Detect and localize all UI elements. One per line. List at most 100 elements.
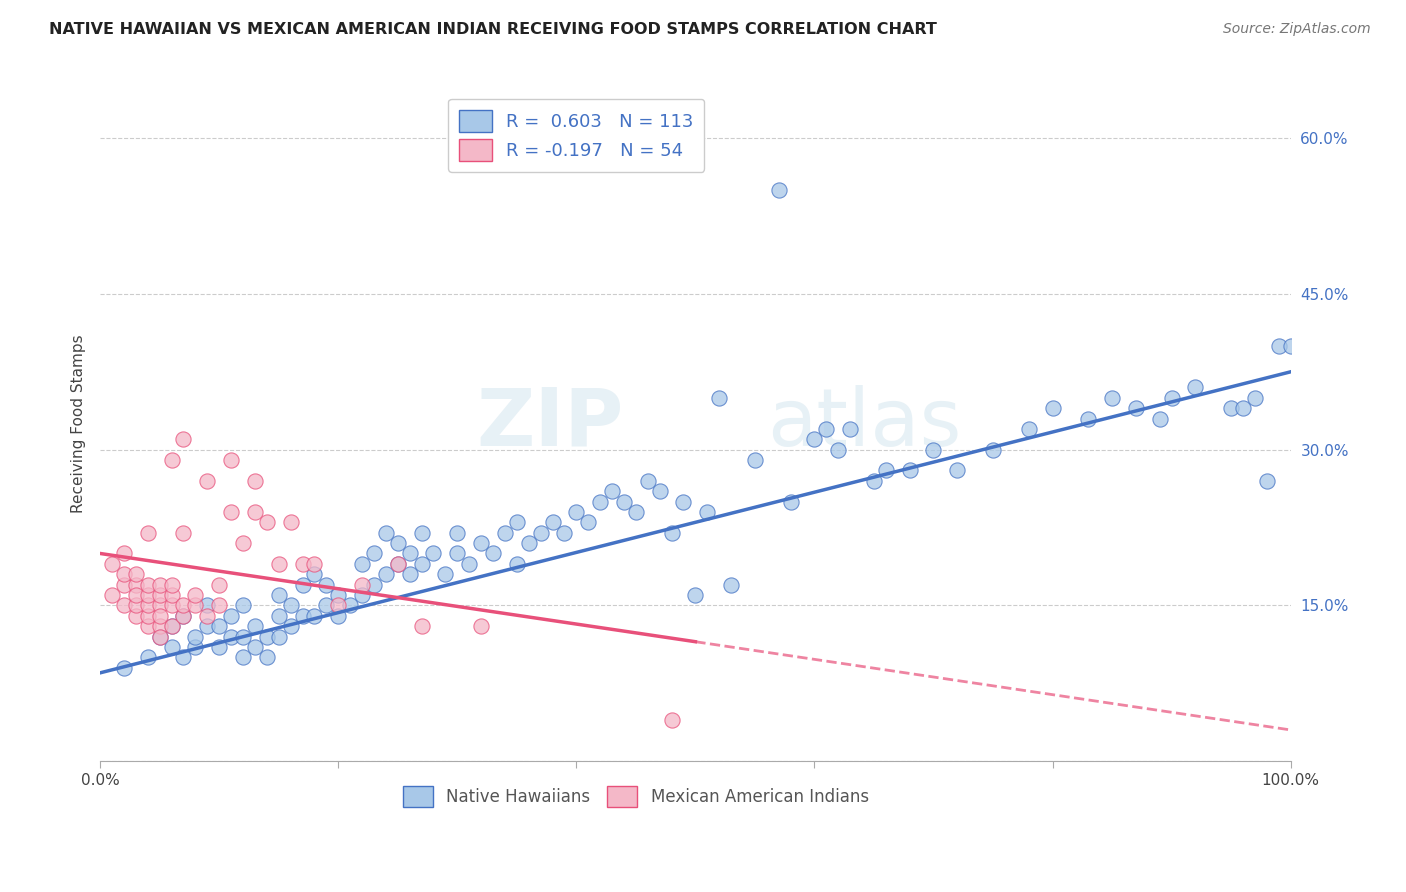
Point [768,183,790,197]
Point [149,588,172,602]
Point [136,588,159,602]
Point [280,619,302,633]
Point [315,577,337,591]
Point [195,608,218,623]
Point [363,546,385,560]
Point [243,505,266,519]
Point [411,619,433,633]
Point [565,505,588,519]
Point [160,577,183,591]
Point [136,577,159,591]
Point [232,599,254,613]
Point [374,567,396,582]
Point [981,442,1004,457]
Point [243,640,266,654]
Point [208,640,231,654]
Point [149,577,172,591]
Point [328,588,350,602]
Point [172,525,194,540]
Point [267,608,290,623]
Point [112,567,135,582]
Point [328,608,350,623]
Point [267,630,290,644]
Point [208,619,231,633]
Point [136,525,159,540]
Point [101,588,124,602]
Point [350,557,373,571]
Point [506,516,529,530]
Point [291,557,314,571]
Point [827,442,849,457]
Point [243,474,266,488]
Point [195,619,218,633]
Point [1160,391,1182,405]
Point [779,494,801,508]
Point [863,474,886,488]
Point [470,619,492,633]
Point [256,650,278,665]
Point [160,588,183,602]
Point [661,713,683,727]
Point [208,577,231,591]
Point [648,484,671,499]
Point [267,588,290,602]
Point [172,650,194,665]
Point [172,432,194,446]
Point [494,525,516,540]
Point [172,608,194,623]
Point [350,577,373,591]
Point [576,516,599,530]
Point [256,630,278,644]
Point [589,494,612,508]
Text: NATIVE HAWAIIAN VS MEXICAN AMERICAN INDIAN RECEIVING FOOD STAMPS CORRELATION CHA: NATIVE HAWAIIAN VS MEXICAN AMERICAN INDI… [49,22,936,37]
Point [624,505,647,519]
Point [315,599,337,613]
Text: atlas: atlas [766,384,962,463]
Y-axis label: Receiving Food Stamps: Receiving Food Stamps [72,334,86,513]
Point [672,494,695,508]
Point [136,650,159,665]
Point [446,546,468,560]
Point [637,474,659,488]
Point [149,608,172,623]
Point [898,463,921,477]
Point [506,557,529,571]
Point [219,453,242,467]
Point [685,588,707,602]
Point [553,525,575,540]
Point [922,442,945,457]
Point [1244,391,1267,405]
Point [136,599,159,613]
Point [125,608,148,623]
Point [709,391,731,405]
Point [411,525,433,540]
Point [411,557,433,571]
Point [374,525,396,540]
Point [136,608,159,623]
Point [529,525,551,540]
Point [1149,411,1171,425]
Point [803,432,825,446]
Point [613,494,636,508]
Point [291,577,314,591]
Point [470,536,492,550]
Point [112,599,135,613]
Text: ZIP: ZIP [477,384,624,463]
Point [149,630,172,644]
Point [291,608,314,623]
Point [363,577,385,591]
Point [232,650,254,665]
Point [101,557,124,571]
Point [160,619,183,633]
Point [219,608,242,623]
Point [482,546,505,560]
Point [398,567,420,582]
Point [184,599,207,613]
Point [1232,401,1254,416]
Point [1042,401,1064,416]
Point [184,640,207,654]
Point [125,588,148,602]
Point [1184,380,1206,394]
Text: Source: ZipAtlas.com: Source: ZipAtlas.com [1223,22,1371,37]
Point [304,557,326,571]
